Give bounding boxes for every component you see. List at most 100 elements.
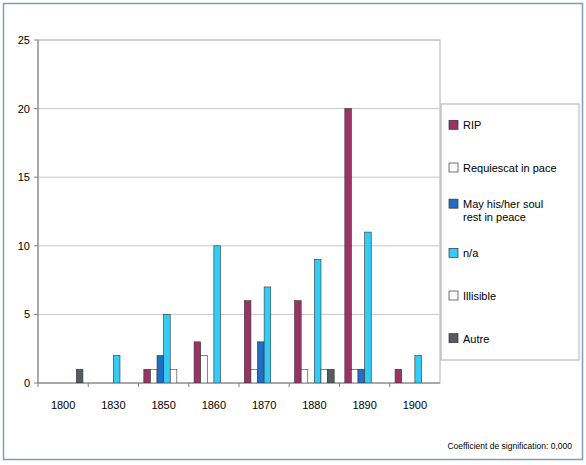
grid-line bbox=[38, 314, 440, 315]
legend-swatch bbox=[449, 163, 458, 172]
y-tick-label: 25 bbox=[18, 34, 30, 46]
bar bbox=[201, 356, 208, 383]
legend-line: RIP bbox=[463, 119, 481, 131]
chart-frame bbox=[4, 4, 583, 460]
bar bbox=[395, 369, 402, 383]
legend-label: Requiescat in pace bbox=[463, 162, 557, 174]
bar bbox=[264, 287, 271, 383]
x-tick bbox=[38, 383, 39, 387]
legend-line: rest in peace bbox=[463, 211, 526, 223]
bar bbox=[321, 369, 328, 383]
bar bbox=[301, 369, 308, 383]
legend-line: Autre bbox=[463, 333, 489, 345]
legend-swatch bbox=[449, 334, 458, 343]
bar bbox=[164, 314, 171, 383]
x-tick bbox=[339, 383, 340, 387]
legend-line: n/a bbox=[463, 247, 479, 259]
legend-swatch bbox=[449, 291, 458, 300]
bar bbox=[100, 383, 107, 384]
bar bbox=[227, 383, 234, 384]
bar bbox=[244, 301, 251, 383]
bar bbox=[107, 383, 114, 384]
x-tick-label: 1890 bbox=[352, 399, 376, 411]
bar bbox=[70, 383, 77, 384]
bar bbox=[214, 246, 221, 383]
x-tick-label: 1850 bbox=[151, 399, 175, 411]
bar bbox=[50, 383, 57, 384]
bar bbox=[127, 383, 134, 384]
grid-line bbox=[38, 108, 440, 109]
legend-label: Illisible bbox=[463, 290, 496, 302]
y-tick bbox=[34, 383, 38, 384]
bar bbox=[170, 369, 177, 383]
bar bbox=[271, 383, 278, 384]
y-tick bbox=[34, 177, 38, 178]
bar bbox=[415, 356, 422, 383]
legend-line: May his/her soul bbox=[463, 198, 543, 210]
bar bbox=[371, 383, 378, 384]
bar bbox=[177, 383, 184, 384]
y-axis bbox=[38, 40, 39, 383]
bar bbox=[378, 383, 385, 384]
x-tick-label: 1900 bbox=[403, 399, 427, 411]
bar bbox=[144, 369, 151, 383]
bar bbox=[220, 383, 227, 384]
x-tick bbox=[138, 383, 139, 387]
y-tick-label: 15 bbox=[18, 171, 30, 183]
y-tick bbox=[34, 314, 38, 315]
x-tick-label: 1860 bbox=[202, 399, 226, 411]
bars bbox=[76, 109, 421, 383]
bar bbox=[150, 369, 157, 383]
bar bbox=[63, 383, 70, 384]
bar bbox=[345, 109, 352, 383]
x-tick bbox=[88, 383, 89, 387]
plot-frame bbox=[38, 40, 440, 383]
bar bbox=[277, 383, 284, 384]
bar bbox=[351, 369, 358, 383]
bar bbox=[258, 342, 265, 383]
y-tick bbox=[34, 245, 38, 246]
legend-line: Illisible bbox=[463, 290, 496, 302]
y-tick-label: 10 bbox=[18, 240, 30, 252]
legend-label: May his/her soulrest in peace bbox=[463, 198, 543, 223]
chart-container: 0510152025180018301850186018701880189019… bbox=[0, 0, 586, 465]
bar bbox=[120, 383, 127, 384]
bar bbox=[308, 383, 315, 384]
y-tick bbox=[34, 108, 38, 109]
annotation: Coefficient de signification: 0,000 bbox=[447, 441, 572, 451]
bar bbox=[358, 369, 365, 383]
bar bbox=[94, 383, 101, 384]
bar bbox=[194, 342, 201, 383]
bar bbox=[402, 383, 409, 384]
legend-swatch bbox=[449, 120, 458, 129]
legend-line: Requiescat in pace bbox=[463, 162, 557, 174]
y-tick-label: 5 bbox=[24, 308, 30, 320]
legend-swatch bbox=[449, 248, 458, 257]
chart-svg: 0510152025180018301850186018701880189019… bbox=[0, 0, 586, 465]
x-tick bbox=[239, 383, 240, 387]
bar bbox=[295, 301, 302, 383]
x-tick bbox=[289, 383, 290, 387]
bar bbox=[314, 260, 321, 383]
x-tick-label: 1800 bbox=[51, 399, 75, 411]
bar bbox=[207, 383, 214, 384]
legend-label: n/a bbox=[463, 247, 479, 259]
x-tick bbox=[188, 383, 189, 387]
bar bbox=[428, 383, 435, 384]
legend-label: RIP bbox=[463, 119, 481, 131]
x-tick-label: 1880 bbox=[302, 399, 326, 411]
x-tick-label: 1830 bbox=[101, 399, 125, 411]
legend-box bbox=[441, 104, 579, 360]
legend-label: Autre bbox=[463, 333, 489, 345]
bar bbox=[43, 383, 50, 384]
bar bbox=[251, 369, 258, 383]
legend-swatch bbox=[449, 199, 458, 208]
bar bbox=[157, 356, 164, 383]
grid-line bbox=[38, 177, 440, 178]
bar bbox=[328, 369, 335, 383]
y-tick-label: 0 bbox=[24, 377, 30, 389]
bar bbox=[113, 356, 120, 383]
grid-line bbox=[38, 245, 440, 246]
bar bbox=[365, 232, 372, 383]
bar bbox=[57, 383, 64, 384]
